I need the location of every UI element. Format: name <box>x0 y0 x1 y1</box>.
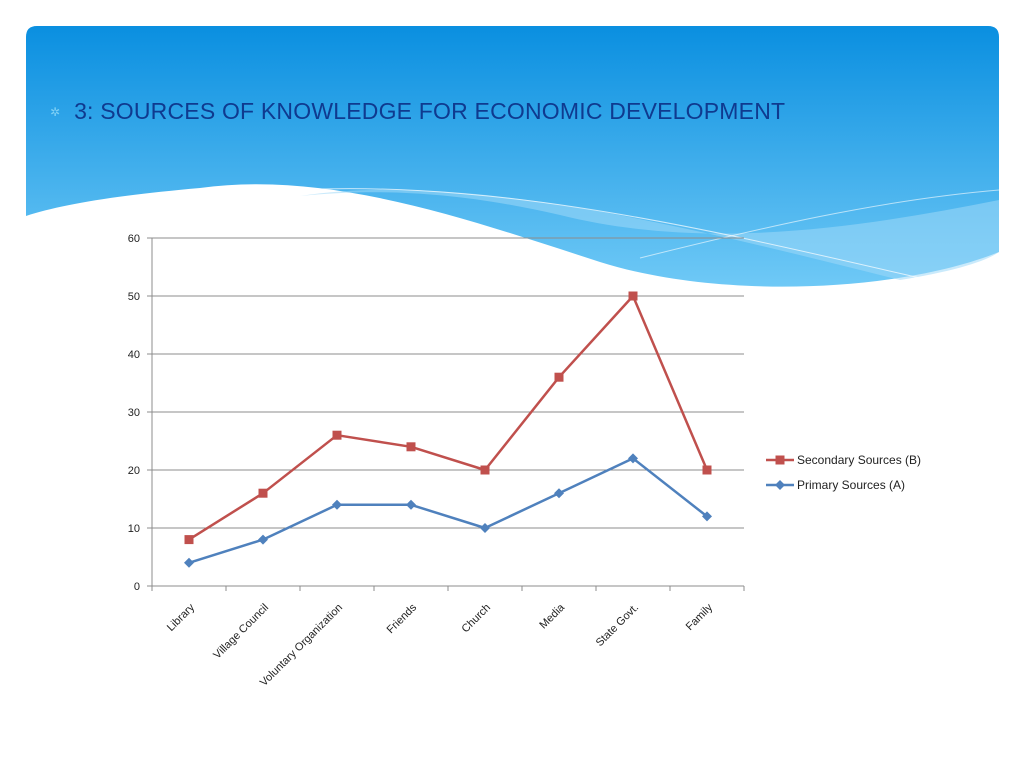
series-point <box>184 535 194 545</box>
y-tick-label: 0 <box>134 581 140 593</box>
x-tick-label: Village Council <box>211 602 271 662</box>
legend-item: Primary Sources (A) <box>766 478 905 492</box>
x-tick-label: Library <box>165 601 198 634</box>
y-tick-label: 50 <box>128 291 140 303</box>
legend-marker <box>775 480 785 490</box>
series-point <box>258 488 268 498</box>
chart-series <box>184 291 712 568</box>
series-point <box>628 453 638 464</box>
series-point <box>406 442 416 452</box>
banner-wave-light <box>300 189 999 280</box>
chart-axes: 0 10 20 30 40 50 60 Library Village CouncilVolun… <box>128 233 745 689</box>
chart-gridlines <box>152 237 744 529</box>
y-tick-label: 10 <box>128 523 140 535</box>
legend-marker <box>775 455 785 465</box>
series-point <box>554 488 564 499</box>
series-point <box>702 465 712 475</box>
series-point <box>480 465 490 475</box>
series-point <box>480 523 490 533</box>
series-point <box>628 291 638 301</box>
legend-item: Secondary Sources (B) <box>766 453 921 467</box>
legend-label: Secondary Sources (B) <box>797 453 921 467</box>
series-line-0 <box>188 294 709 541</box>
y-tick-label: 20 <box>128 465 140 477</box>
chart-legend: Secondary Sources (B) Primary Sources (A) <box>766 453 921 492</box>
x-tick-label: Voluntary Organization <box>258 602 345 689</box>
x-tick-label: Media <box>537 601 567 631</box>
x-tick-label: State Govt. <box>594 602 641 649</box>
banner-wave-line-1 <box>259 188 921 279</box>
x-tick-label: Church <box>460 602 494 636</box>
banner-wave-line-2 <box>639 189 1000 259</box>
series-point <box>406 499 416 510</box>
x-tick-label: Family <box>684 601 716 633</box>
star-bullet-icon: ✲ <box>50 104 61 119</box>
series-point <box>702 511 712 522</box>
banner-shape <box>26 26 999 287</box>
y-tick-label: 40 <box>128 349 140 361</box>
x-tick-label: Friends <box>385 601 420 636</box>
series-point <box>332 499 342 510</box>
series-line-1 <box>188 457 708 564</box>
y-tick-label: 30 <box>128 407 140 419</box>
y-tick-label: 60 <box>128 233 140 245</box>
series-point <box>554 372 564 382</box>
legend-label: Primary Sources (A) <box>797 478 905 492</box>
slide-title: 3: SOURCES OF KNOWLEDGE FOR ECONOMIC DEV… <box>74 98 786 124</box>
series-point <box>258 534 268 545</box>
series-point <box>184 557 194 568</box>
title-row: ✲ 3: SOURCES OF KNOWLEDGE FOR ECONOMIC D… <box>50 98 785 125</box>
series-point <box>332 430 342 440</box>
header-banner <box>26 26 1000 287</box>
